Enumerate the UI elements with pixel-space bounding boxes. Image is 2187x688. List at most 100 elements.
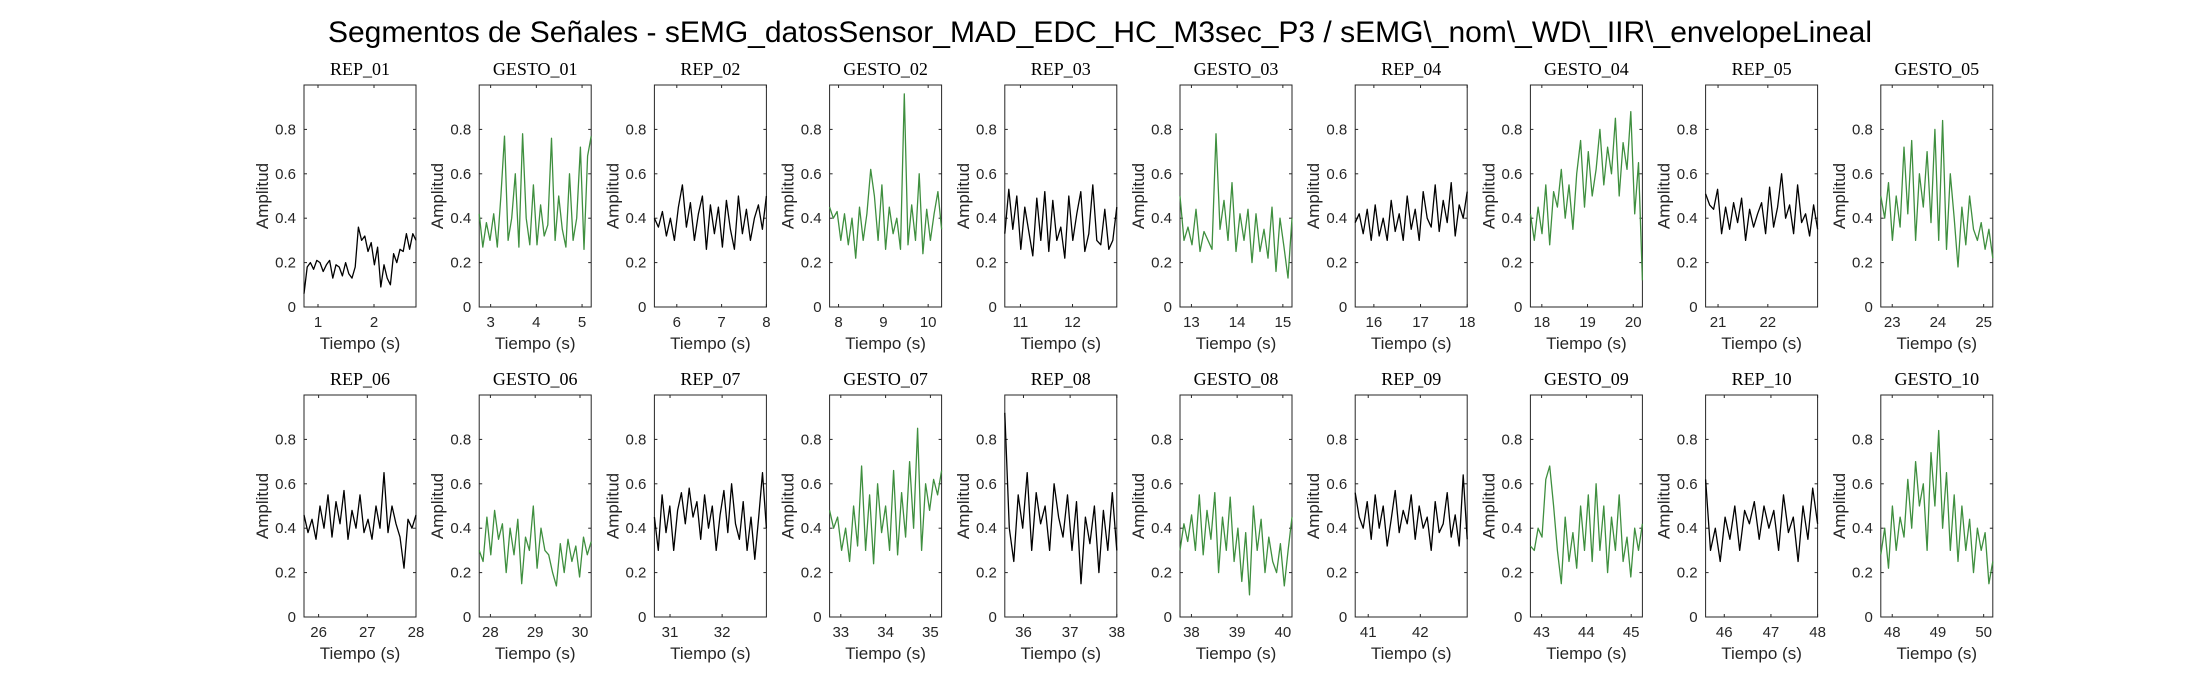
y-axis-label: Amplitud bbox=[603, 473, 622, 539]
subplot-rep-08: REP_08 0 0.2 0.4 0.6 0.8 36 37 38 Tiempo (s) Ampli… bbox=[954, 369, 1125, 663]
y-tick-label: 0.4 bbox=[626, 520, 647, 537]
x-tick-label: 18 bbox=[1533, 314, 1550, 331]
y-tick-label: 0 bbox=[988, 609, 996, 626]
subplot-gesto-08: GESTO_08 0 0.2 0.4 0.6 0.8 38 39 40 Tiempo (s) Amp… bbox=[1129, 369, 1293, 663]
y-tick-label: 0 bbox=[638, 609, 646, 626]
x-tick-label: 47 bbox=[1763, 624, 1780, 641]
subplot-title: GESTO_09 bbox=[1544, 369, 1629, 389]
y-tick-label: 0.8 bbox=[1151, 121, 1172, 138]
y-tick-label: 0.6 bbox=[1852, 476, 1873, 493]
axes-box bbox=[653, 394, 767, 618]
x-tick-label: 37 bbox=[1062, 624, 1079, 641]
y-tick-label: 0.4 bbox=[1852, 210, 1873, 227]
y-axis-label: Amplitud bbox=[954, 163, 973, 229]
y-tick-label: 0.8 bbox=[976, 431, 997, 448]
subplot-rep-01: REP_01 0 0.2 0.4 0.6 0.8 1 2 Tiempo (s) Amplitud bbox=[253, 59, 417, 353]
y-axis-label: Amplitud bbox=[1830, 163, 1849, 229]
y-tick-label: 0.2 bbox=[626, 255, 647, 272]
y-tick-label: 0.8 bbox=[450, 121, 471, 138]
y-tick-label: 0.2 bbox=[1502, 565, 1523, 582]
y-tick-label: 0 bbox=[1864, 299, 1872, 316]
axes-box bbox=[1004, 394, 1118, 618]
y-tick-label: 0.8 bbox=[1326, 121, 1347, 138]
x-axis-label: Tiempo (s) bbox=[1371, 334, 1452, 353]
x-tick-label: 18 bbox=[1459, 314, 1476, 331]
y-axis-label: Amplitud bbox=[1479, 473, 1498, 539]
x-tick-label: 32 bbox=[714, 624, 731, 641]
y-tick-label: 0.4 bbox=[976, 210, 997, 227]
x-tick-label: 35 bbox=[922, 624, 939, 641]
y-tick-label: 0.8 bbox=[1502, 121, 1523, 138]
signal-line bbox=[1179, 133, 1293, 279]
x-tick-label: 21 bbox=[1710, 314, 1727, 331]
y-tick-label: 0.8 bbox=[275, 431, 296, 448]
axes-box bbox=[1179, 394, 1293, 618]
y-tick-label: 0.4 bbox=[1151, 210, 1172, 227]
y-tick-label: 0.2 bbox=[1677, 565, 1698, 582]
subplot-title: REP_08 bbox=[1031, 369, 1091, 389]
x-tick-label: 24 bbox=[1930, 314, 1947, 331]
y-tick-label: 0.2 bbox=[450, 565, 471, 582]
x-tick-label: 23 bbox=[1884, 314, 1901, 331]
x-tick-label: 12 bbox=[1064, 314, 1081, 331]
x-tick-label: 11 bbox=[1013, 314, 1029, 331]
x-tick-label: 6 bbox=[673, 314, 681, 331]
x-tick-label: 49 bbox=[1930, 624, 1947, 641]
subplot-title: REP_10 bbox=[1732, 369, 1792, 389]
y-tick-label: 0 bbox=[1339, 609, 1347, 626]
x-tick-label: 5 bbox=[578, 314, 586, 331]
x-axis-label: Tiempo (s) bbox=[1196, 644, 1277, 663]
y-tick-label: 0.4 bbox=[976, 520, 997, 537]
y-tick-label: 0.6 bbox=[976, 476, 997, 493]
y-tick-label: 0.4 bbox=[450, 210, 471, 227]
x-tick-label: 46 bbox=[1716, 624, 1733, 641]
x-axis-label: Tiempo (s) bbox=[1721, 334, 1802, 353]
x-axis-label: Tiempo (s) bbox=[1020, 644, 1101, 663]
y-tick-label: 0.6 bbox=[626, 476, 647, 493]
x-tick-label: 8 bbox=[762, 314, 770, 331]
x-tick-label: 14 bbox=[1229, 314, 1246, 331]
y-tick-label: 0.6 bbox=[1502, 166, 1523, 183]
signal-line bbox=[1880, 429, 1994, 585]
y-tick-label: 0.6 bbox=[275, 476, 296, 493]
y-tick-label: 0.2 bbox=[976, 565, 997, 582]
y-tick-label: 0.6 bbox=[1502, 476, 1523, 493]
signal-line bbox=[1880, 119, 1994, 268]
y-tick-label: 0.6 bbox=[1677, 476, 1698, 493]
y-tick-label: 0.2 bbox=[1502, 255, 1523, 272]
y-tick-label: 0.8 bbox=[976, 121, 997, 138]
axes-box bbox=[1354, 394, 1468, 618]
y-tick-label: 0.2 bbox=[1852, 565, 1873, 582]
y-tick-label: 0.4 bbox=[801, 520, 822, 537]
axes-box bbox=[1354, 84, 1468, 308]
subplot-gesto-02: GESTO_02 0 0.2 0.4 0.6 0.8 8 9 10 Tiempo (s) Ampli… bbox=[779, 59, 943, 353]
y-tick-label: 0.4 bbox=[1502, 210, 1523, 227]
x-axis-label: Tiempo (s) bbox=[1546, 644, 1627, 663]
y-tick-label: 0.4 bbox=[1326, 210, 1347, 227]
y-tick-label: 0.2 bbox=[450, 255, 471, 272]
x-tick-label: 8 bbox=[834, 314, 842, 331]
signal-line bbox=[828, 427, 943, 565]
signal-line bbox=[303, 226, 417, 294]
signal-line bbox=[828, 93, 943, 259]
signal-line bbox=[653, 472, 768, 560]
x-tick-label: 1 bbox=[314, 314, 322, 331]
y-axis-label: Amplitud bbox=[428, 473, 447, 539]
signal-line bbox=[1529, 465, 1644, 585]
x-tick-label: 31 bbox=[662, 624, 679, 641]
y-tick-label: 0 bbox=[288, 299, 296, 316]
signal-line bbox=[1704, 173, 1819, 242]
y-tick-label: 0.4 bbox=[1326, 520, 1347, 537]
x-tick-label: 29 bbox=[527, 624, 544, 641]
y-tick-label: 0 bbox=[1514, 299, 1522, 316]
y-tick-label: 0.2 bbox=[1326, 565, 1347, 582]
y-axis-label: Amplitud bbox=[779, 473, 798, 539]
y-axis-label: Amplitud bbox=[779, 163, 798, 229]
subplot-title: REP_05 bbox=[1732, 59, 1792, 79]
subplot-rep-03: REP_03 0 0.2 0.4 0.6 0.8 11 12 Tiempo (s) Amplitu… bbox=[954, 59, 1118, 353]
subplot-title: GESTO_06 bbox=[493, 369, 578, 389]
x-tick-label: 7 bbox=[717, 314, 725, 331]
y-tick-label: 0.2 bbox=[801, 565, 822, 582]
